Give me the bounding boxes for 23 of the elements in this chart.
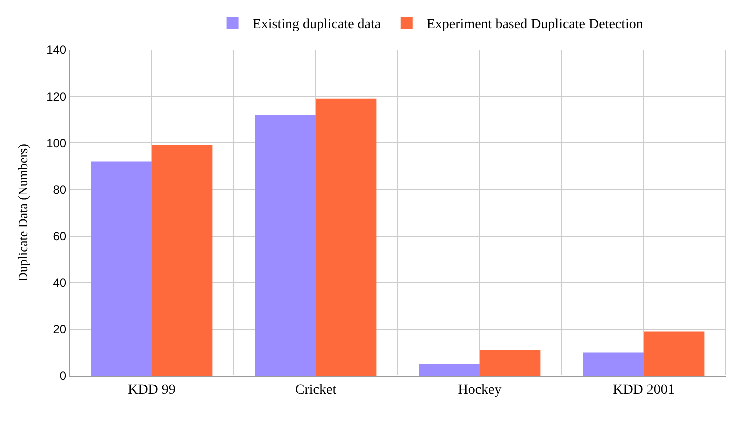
y-tick-label: 20 bbox=[53, 322, 67, 337]
x-tick-label: KDD 99 bbox=[128, 382, 176, 398]
y-tick-label: 80 bbox=[53, 182, 67, 197]
bar bbox=[255, 115, 316, 376]
bar bbox=[480, 350, 541, 376]
x-tick-label: Cricket bbox=[295, 382, 337, 398]
x-tick-label: Hockey bbox=[458, 382, 502, 398]
bar bbox=[419, 364, 480, 376]
bar bbox=[91, 162, 152, 376]
bar bbox=[644, 332, 705, 376]
x-tick-label: KDD 2001 bbox=[613, 382, 675, 398]
y-axis-title: Duplicate Data (Numbers) bbox=[16, 144, 31, 282]
y-tick-label: 60 bbox=[53, 229, 67, 244]
y-tick-label: 40 bbox=[53, 276, 67, 290]
legend-label: Experiment based Duplicate Detection bbox=[426, 18, 644, 33]
bar bbox=[152, 145, 213, 376]
y-tick-label: 0 bbox=[60, 369, 67, 384]
legend-label: Existing duplicate data bbox=[252, 18, 382, 33]
y-tick-label: 140 bbox=[46, 43, 67, 58]
bar bbox=[583, 352, 644, 376]
y-tick-label: 100 bbox=[46, 136, 67, 150]
bar bbox=[316, 98, 377, 376]
y-tick-label: 120 bbox=[46, 90, 67, 104]
